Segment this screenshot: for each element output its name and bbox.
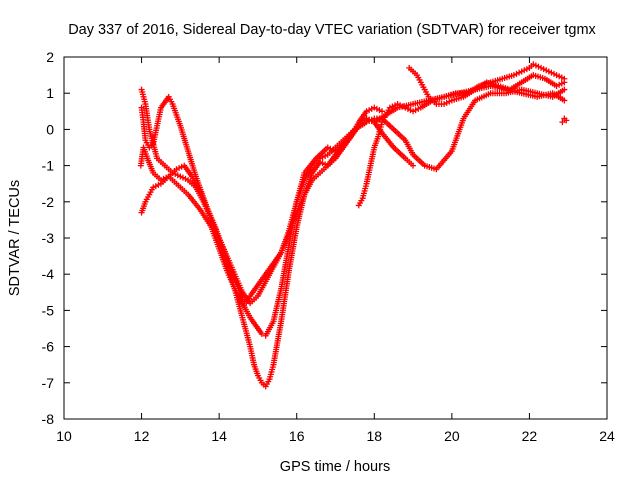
data-point bbox=[561, 86, 568, 93]
y-tick-label: -5 bbox=[42, 302, 55, 318]
y-tick-label: -4 bbox=[42, 266, 55, 282]
data-point bbox=[561, 79, 568, 86]
y-tick-label: -8 bbox=[42, 411, 55, 427]
data-point bbox=[559, 119, 566, 126]
y-tick-label: 1 bbox=[46, 85, 54, 101]
x-tick-label: 12 bbox=[134, 428, 150, 444]
data-point bbox=[410, 162, 417, 169]
x-tick-label: 22 bbox=[522, 428, 538, 444]
plot-marks bbox=[137, 61, 570, 390]
x-tick-label: 20 bbox=[444, 428, 460, 444]
y-axis-label: SDTVAR / TECUs bbox=[7, 180, 23, 296]
x-tick-label: 10 bbox=[56, 428, 72, 444]
x-axis-label: GPS time / hours bbox=[280, 459, 390, 475]
data-point bbox=[379, 108, 386, 115]
data-point bbox=[561, 97, 568, 104]
y-tick-label: -1 bbox=[42, 158, 55, 174]
x-tick-label: 18 bbox=[366, 428, 382, 444]
y-tick-label: -3 bbox=[42, 230, 55, 246]
x-tick-label: 24 bbox=[599, 428, 615, 444]
y-tick-label: 2 bbox=[46, 49, 54, 65]
y-tick-label: -6 bbox=[42, 339, 55, 355]
y-tick-label: 0 bbox=[46, 121, 54, 137]
y-tick-label: -7 bbox=[42, 375, 55, 391]
x-tick-label: 16 bbox=[289, 428, 305, 444]
data-point bbox=[563, 117, 570, 124]
x-tick-label: 14 bbox=[211, 428, 227, 444]
chart-title: Day 337 of 2016, Sidereal Day-to-day VTE… bbox=[68, 22, 596, 38]
y-tick-label: -2 bbox=[42, 194, 55, 210]
